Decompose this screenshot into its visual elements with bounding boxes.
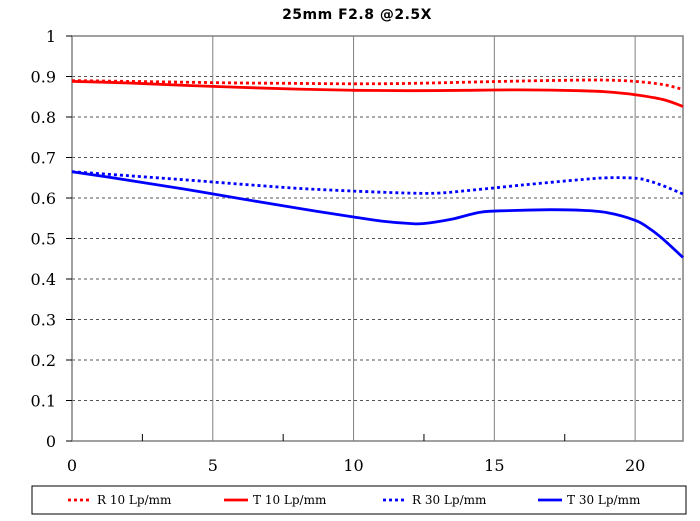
chart-title: 25mm F2.8 @2.5X [282,7,432,23]
legend-label: R 10 Lp/mm [97,493,172,507]
legend-label: T 10 Lp/mm [253,493,327,507]
legend-box [31,485,687,515]
x-tick-label: 0 [67,456,77,475]
legend-label: R 30 Lp/mm [412,493,487,507]
x-tick-label: 20 [625,456,645,475]
series-line-t-30-lp-mm [71,170,684,259]
data-series [71,78,684,259]
x-tick-label: 15 [484,456,504,475]
x-tick-label: 10 [343,456,363,475]
y-tick-label: 0.6 [31,189,56,208]
y-tick-label: 1 [46,27,56,46]
x-tick-label: 5 [208,456,218,475]
series-line-r-30-lp-mm [71,170,684,196]
y-tick-label: 0.7 [31,149,56,168]
y-tick-label: 0.5 [31,230,56,249]
y-tick-label: 0.8 [31,108,56,127]
series-line-t-10-lp-mm [71,80,684,108]
legend: R 10 Lp/mm T 10 Lp/mm R 30 Lp/mm T 30 Lp/mm [68,493,641,507]
y-tick-label: 0 [46,432,56,451]
y-tick-label: 0.4 [31,270,56,289]
y-tick-label: 0.3 [31,311,56,330]
y-tick-label: 0.1 [31,392,56,411]
grid-lines [72,36,683,441]
legend-label: T 30 Lp/mm [567,493,641,507]
y-tick-label: 0.2 [31,351,56,370]
y-tick-label: 0.9 [31,68,56,87]
axes: 00.10.20.30.40.50.60.70.80.910 5 10 15 20 [31,27,646,475]
series-line-r-10-lp-mm [71,78,684,91]
